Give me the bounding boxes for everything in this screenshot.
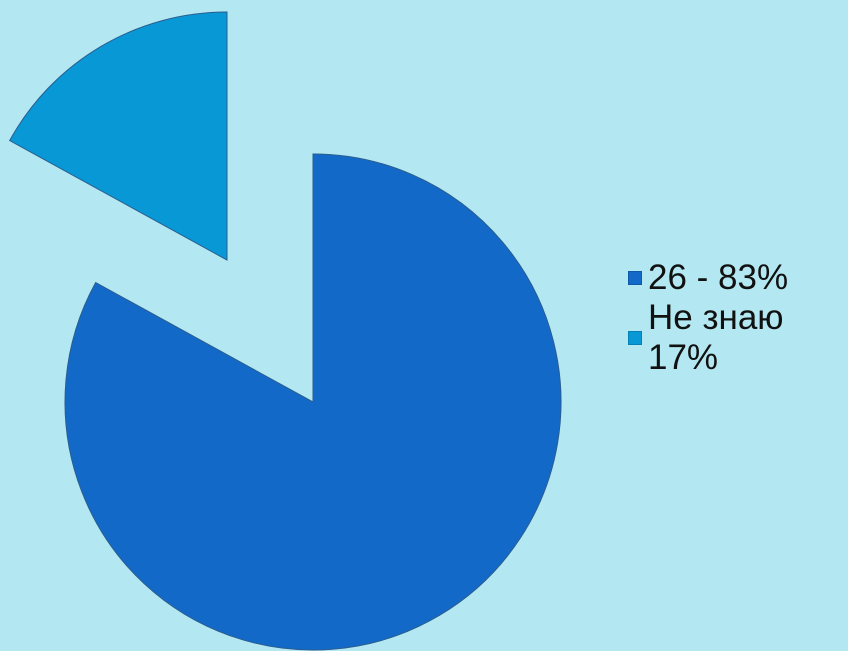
pie-slice-1	[9, 11, 228, 261]
legend-item-1: Не знаю 17%	[628, 298, 843, 378]
legend-label-1: Не знаю 17%	[648, 298, 784, 377]
chart-legend: 26 - 83% Не знаю 17%	[628, 258, 843, 378]
legend-swatch-1	[628, 331, 642, 345]
legend-item-0: 26 - 83%	[628, 258, 843, 298]
legend-swatch-0	[628, 271, 642, 285]
legend-label-0: 26 - 83%	[648, 258, 789, 297]
pie-slice-0	[64, 153, 562, 651]
